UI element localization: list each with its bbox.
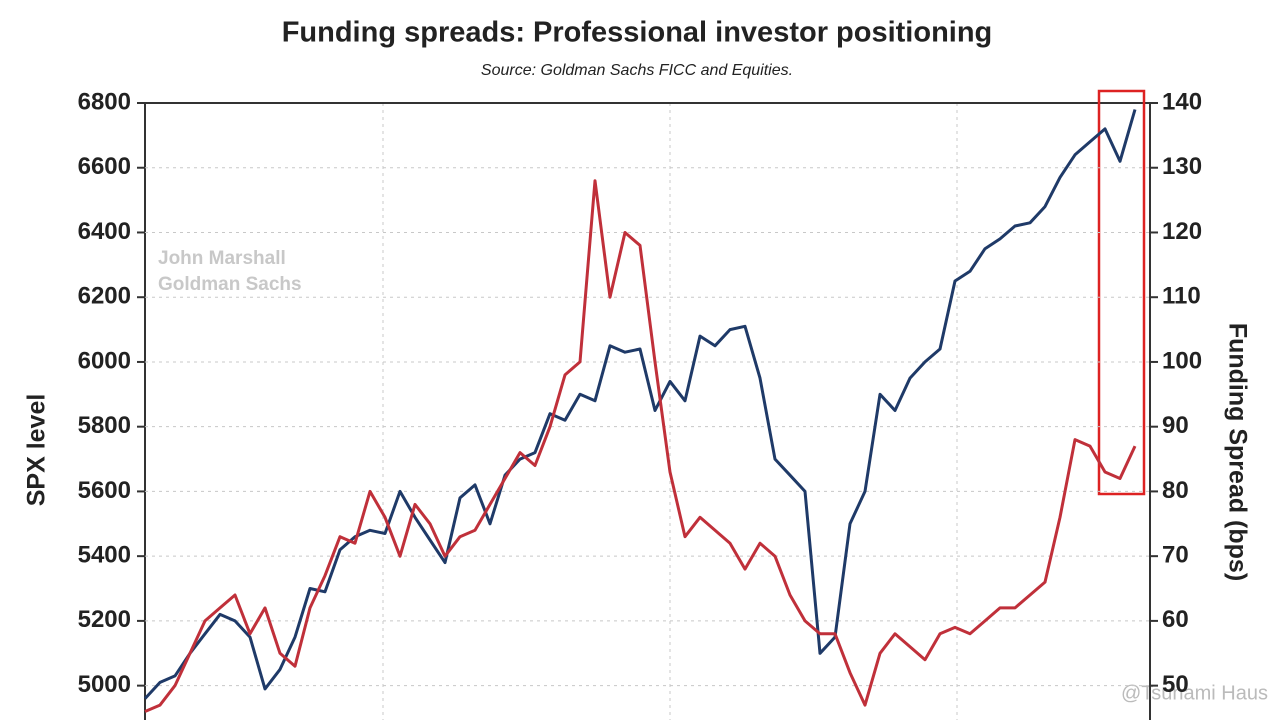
y-axis-label: SPX level (23, 394, 51, 507)
y-tick-label: 6200 (78, 283, 131, 310)
y2-tick-label: 110 (1162, 283, 1201, 310)
y-tick-label: 5000 (78, 671, 131, 698)
series-line (143, 109, 1137, 700)
y2-tick-label: 80 (1162, 477, 1189, 504)
highlight-box (1097, 89, 1146, 496)
watermark: @Tsunami Haus (1121, 682, 1268, 704)
watermark: Goldman Sachs (158, 274, 302, 295)
y2-tick-label: 120 (1162, 218, 1202, 245)
y2-tick-label: 130 (1162, 153, 1202, 180)
y-tick-label: 6400 (78, 218, 131, 245)
y-tick-label: 5200 (78, 606, 131, 633)
vertical-grid (382, 103, 958, 720)
y-tick-label: 5600 (78, 477, 131, 504)
chart-subtitle: Source: Goldman Sachs FICC and Equities. (481, 62, 793, 79)
y2-tick-label: 100 (1162, 347, 1202, 374)
y-tick-label: 6000 (78, 347, 131, 374)
y2-tick-label: 70 (1162, 542, 1189, 569)
watermark: John Marshall (158, 248, 286, 269)
series-line (144, 179, 1137, 713)
y-tick-label: 6800 (78, 88, 131, 115)
y-tick-label: 5400 (78, 542, 131, 569)
y2-tick-label: 140 (1162, 88, 1202, 115)
y-tick-label: 6600 (78, 153, 131, 180)
y2-tick-label: 50 (1162, 671, 1189, 698)
y2-tick-label: 90 (1162, 412, 1189, 439)
chart-title: Funding spreads: Professional investor p… (282, 17, 993, 49)
y-tick-label: 5800 (78, 412, 131, 439)
y2-tick-label: 60 (1162, 606, 1189, 633)
y2-axis-label: Funding Spread (bps) (1223, 323, 1251, 581)
